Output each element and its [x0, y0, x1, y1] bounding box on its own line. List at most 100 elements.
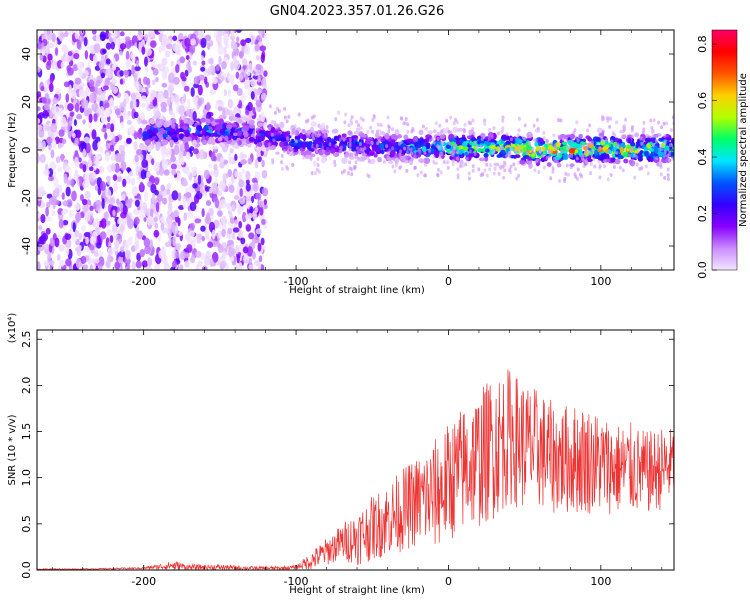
heatmap-cell: [458, 149, 463, 155]
heatmap-cell: [154, 177, 160, 186]
heatmap-cell: [509, 147, 513, 152]
heatmap-cell: [379, 123, 383, 128]
heatmap-cell: [640, 141, 644, 146]
heatmap-cell: [418, 158, 425, 163]
heatmap-cell: [217, 106, 223, 112]
spectrogram-x-label: Height of straight line (km): [289, 285, 425, 296]
heatmap-cell: [537, 170, 541, 175]
heatmap-cell: [192, 133, 199, 137]
heatmap-cell: [531, 153, 535, 158]
heatmap-cell: [137, 128, 143, 140]
heatmap-cell: [221, 228, 226, 238]
heatmap-cell: [165, 136, 172, 140]
heatmap-cell: [456, 149, 460, 154]
heatmap-cell: [50, 149, 55, 159]
heatmap-cell: [38, 225, 43, 231]
heatmap-cell: [448, 141, 452, 146]
heatmap-cell: [232, 135, 238, 141]
heatmap-cell: [165, 150, 170, 156]
heatmap-cell: [217, 137, 223, 142]
heatmap-cell: [580, 156, 584, 161]
heatmap-cell: [390, 134, 398, 140]
heatmap-cell: [532, 123, 536, 128]
heatmap-cell: [76, 245, 82, 257]
heatmap-cell: [194, 218, 202, 224]
heatmap-cell: [76, 39, 81, 50]
heatmap-cell: [542, 136, 546, 141]
heatmap-cell: [168, 237, 172, 245]
heatmap-cell: [41, 34, 46, 40]
heatmap-cell: [603, 164, 607, 169]
heatmap-cell: [359, 147, 363, 152]
heatmap-cell: [37, 106, 41, 112]
heatmap-cell: [47, 53, 53, 61]
heatmap-cell: [115, 152, 122, 163]
heatmap-cell: [528, 141, 532, 146]
heatmap-cell: [114, 162, 120, 173]
heatmap-cell: [566, 172, 570, 177]
heatmap-cell: [630, 141, 636, 147]
heatmap-cell: [317, 123, 321, 128]
heatmap-cell: [167, 232, 172, 239]
heatmap-cell: [136, 148, 143, 156]
heatmap-cell: [542, 130, 546, 135]
heatmap-cell: [83, 99, 89, 108]
heatmap-cell: [95, 80, 101, 87]
heatmap-cell: [211, 121, 217, 127]
heatmap-cell: [49, 260, 55, 266]
heatmap-cell: [462, 129, 466, 134]
heatmap-cell: [402, 121, 406, 126]
heatmap-cell: [233, 132, 238, 137]
heatmap-cell: [273, 110, 277, 115]
heatmap-cell: [140, 169, 147, 180]
heatmap-cell: [559, 118, 563, 123]
heatmap-cell: [247, 101, 253, 112]
heatmap-cell: [72, 64, 79, 72]
heatmap-cell: [223, 36, 229, 43]
heatmap-cell: [154, 222, 159, 229]
heatmap-cell: [79, 30, 85, 36]
heatmap-cell: [237, 171, 243, 182]
heatmap-cell: [492, 171, 496, 176]
heatmap-cell: [563, 153, 569, 160]
heatmap-cell: [105, 42, 112, 50]
heatmap-cell: [154, 110, 161, 121]
heatmap-cell: [326, 136, 332, 144]
heatmap-cell: [141, 159, 149, 169]
heatmap-cell: [488, 127, 492, 132]
heatmap-cell: [109, 235, 114, 243]
heatmap-cell: [68, 84, 72, 94]
heatmap-cell: [213, 163, 218, 171]
heatmap-cell: [51, 33, 56, 43]
heatmap-cell: [515, 176, 519, 181]
heatmap-cell: [639, 136, 643, 141]
snr-series: [37, 369, 674, 570]
heatmap-cell: [591, 140, 595, 145]
heatmap-cell: [257, 30, 264, 36]
heatmap-cell: [403, 139, 408, 144]
heatmap-cell: [177, 217, 181, 227]
heatmap-cell: [99, 181, 106, 192]
heatmap-cell: [119, 31, 125, 37]
heatmap-cell: [240, 116, 246, 121]
heatmap-cell: [270, 128, 276, 133]
heatmap-cell: [165, 215, 173, 225]
heatmap-cell: [316, 163, 320, 168]
heatmap-cell: [128, 126, 135, 135]
heatmap-cell: [445, 118, 449, 123]
heatmap-cell: [423, 150, 427, 155]
heatmap-cell: [112, 57, 116, 67]
heatmap-cell: [205, 121, 210, 126]
heatmap-cell: [135, 60, 140, 67]
heatmap-cell: [350, 115, 354, 120]
heatmap-cell: [163, 121, 170, 128]
heatmap-cell: [637, 146, 641, 151]
heatmap-cell: [606, 177, 610, 182]
heatmap-cell: [391, 146, 395, 151]
heatmap-cell: [219, 128, 226, 135]
heatmap-cell: [477, 167, 481, 172]
heatmap-cell: [238, 221, 243, 229]
heatmap-cell: [279, 134, 285, 139]
heatmap-cell: [89, 264, 93, 270]
heatmap-cell: [100, 218, 107, 229]
